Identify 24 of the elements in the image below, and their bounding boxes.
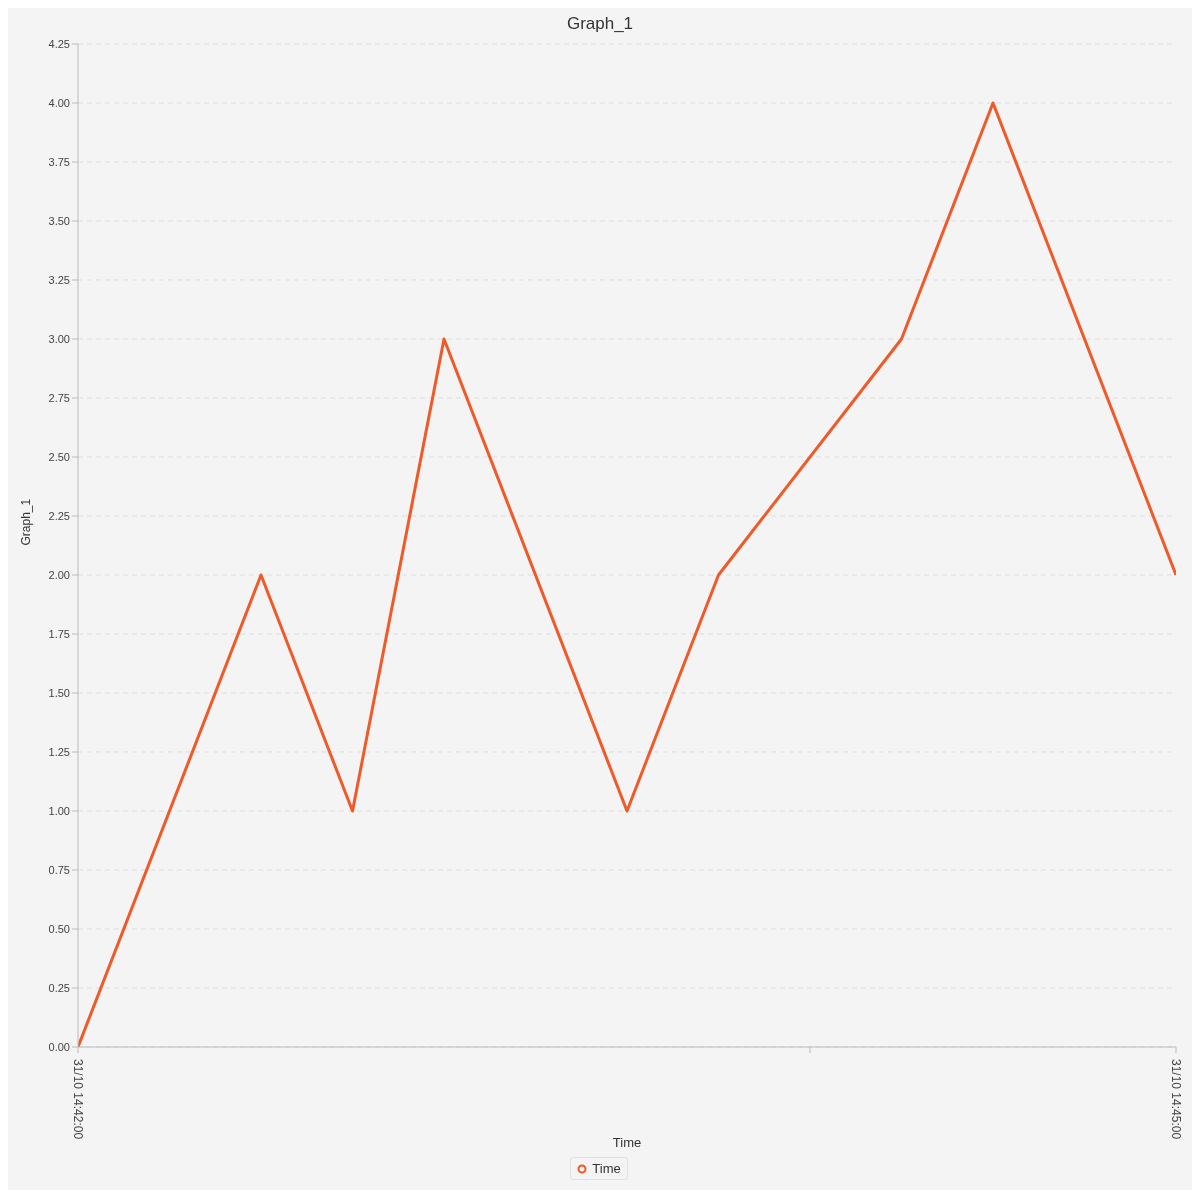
- y-tick-label: 3.75: [48, 155, 70, 168]
- y-tick-label: 1.25: [48, 745, 70, 758]
- y-tick-label: 0.50: [48, 922, 70, 935]
- y-axis-title: Graph_1: [19, 498, 34, 546]
- y-tick-label: 0.75: [48, 863, 70, 876]
- y-tick-label: 3.50: [48, 214, 70, 227]
- y-tick-label: 3.25: [48, 273, 70, 286]
- y-tick-label: 4.00: [48, 96, 70, 109]
- y-tick-label: 0.00: [48, 1040, 70, 1053]
- y-tick-label: 1.50: [48, 686, 70, 699]
- x-tick-label: 31/10 14:42:00: [71, 1059, 85, 1140]
- y-tick-label: 1.75: [48, 627, 70, 640]
- chart-title: Graph_1: [565, 13, 635, 34]
- y-tick-label: 0.25: [48, 981, 70, 994]
- legend-label: Time: [591, 1161, 621, 1176]
- y-tick-label: 2.25: [48, 509, 70, 522]
- y-tick-label: 2.50: [48, 450, 70, 463]
- x-tick-label: 31/10 14:45:00: [1169, 1059, 1183, 1140]
- y-tick-label: 2.00: [48, 568, 70, 581]
- x-axis-title: Time: [612, 1135, 642, 1150]
- y-tick-label: 3.00: [48, 332, 70, 345]
- y-tick-label: 4.25: [48, 37, 70, 50]
- y-tick-label: 2.75: [48, 391, 70, 404]
- y-tick-label: 1.00: [48, 804, 70, 817]
